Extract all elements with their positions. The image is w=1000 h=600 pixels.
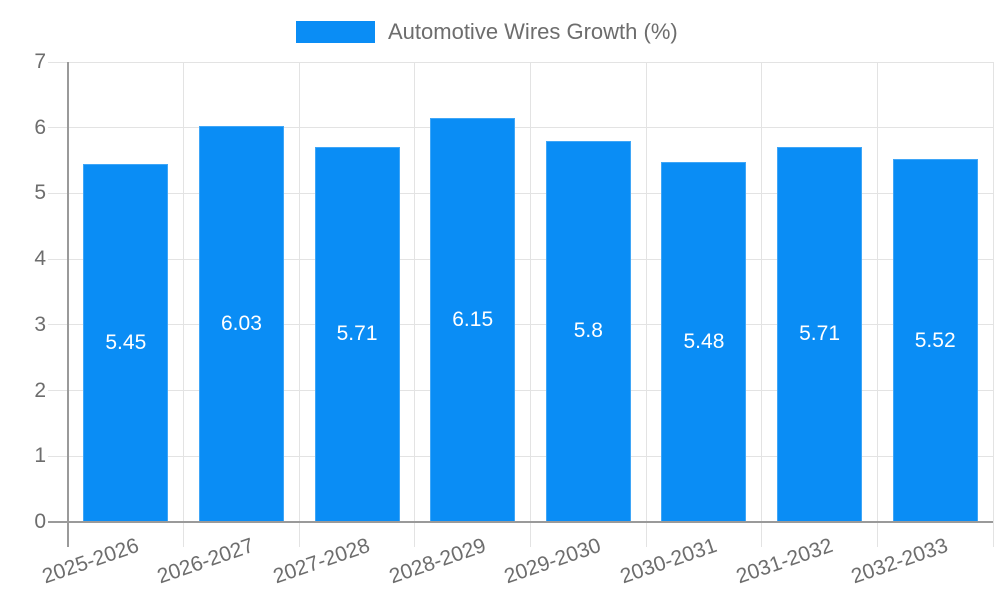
- y-tick-label: 6: [34, 115, 46, 139]
- bar-value-label: 5.45: [105, 330, 147, 354]
- legend-label: Automotive Wires Growth (%): [388, 19, 678, 44]
- bar-value-label: 5.48: [683, 329, 725, 353]
- x-gridline: [645, 62, 647, 547]
- x-tick-label: 2027-2028: [270, 533, 373, 589]
- x-tick-label: 2028-2029: [386, 533, 489, 589]
- x-gridline: [992, 62, 994, 547]
- x-gridline: [876, 62, 878, 547]
- y-gridline: [48, 127, 993, 129]
- x-gridline: [414, 62, 416, 547]
- x-gridline: [183, 62, 185, 547]
- x-tick-label: 2030-2031: [617, 533, 720, 589]
- y-tick-label: 2: [34, 378, 46, 402]
- x-tick-label: 2025-2026: [39, 533, 142, 589]
- x-gridline: [761, 62, 763, 547]
- bar-value-label: 6.15: [452, 307, 494, 331]
- x-axis-line: [48, 521, 993, 523]
- bar[interactable]: [892, 159, 978, 522]
- bar-value-label: 5.52: [914, 328, 956, 352]
- y-tick-label: 1: [34, 444, 46, 468]
- x-tick-label: 2031-2032: [732, 533, 836, 589]
- y-gridline: [48, 390, 993, 392]
- y-axis-line: [67, 62, 69, 547]
- y-tick-label: 3: [34, 312, 46, 336]
- bar[interactable]: [545, 140, 631, 522]
- bar[interactable]: [661, 161, 747, 522]
- bar-value-label: 6.03: [221, 311, 262, 335]
- y-tick-label: 4: [34, 247, 46, 271]
- x-gridline: [298, 62, 300, 547]
- y-tick-label: 0: [34, 510, 46, 533]
- bar[interactable]: [314, 146, 400, 522]
- x-tick-label: 2026-2027: [154, 533, 258, 589]
- bar-value-label: 5.71: [799, 322, 840, 346]
- bar[interactable]: [430, 117, 516, 522]
- bar-value-label: 5.71: [336, 322, 378, 346]
- bar-value-label: 5.8: [573, 319, 603, 343]
- x-tick-label: 2029-2030: [501, 533, 605, 589]
- y-gridline: [48, 61, 993, 63]
- y-tick-label: 7: [34, 50, 46, 73]
- y-gridline: [48, 192, 993, 194]
- bar[interactable]: [83, 163, 169, 522]
- bar[interactable]: [777, 146, 863, 522]
- x-gridline: [530, 62, 531, 547]
- y-gridline: [48, 258, 993, 260]
- legend-item[interactable]: Automotive Wires Growth (%): [296, 19, 678, 45]
- x-tick-label: 2032-2033: [848, 533, 952, 589]
- y-gridline: [48, 324, 993, 326]
- y-gridline: [48, 455, 993, 457]
- legend-swatch: [296, 21, 375, 43]
- y-tick-label: 5: [34, 181, 46, 205]
- bar[interactable]: [198, 125, 284, 522]
